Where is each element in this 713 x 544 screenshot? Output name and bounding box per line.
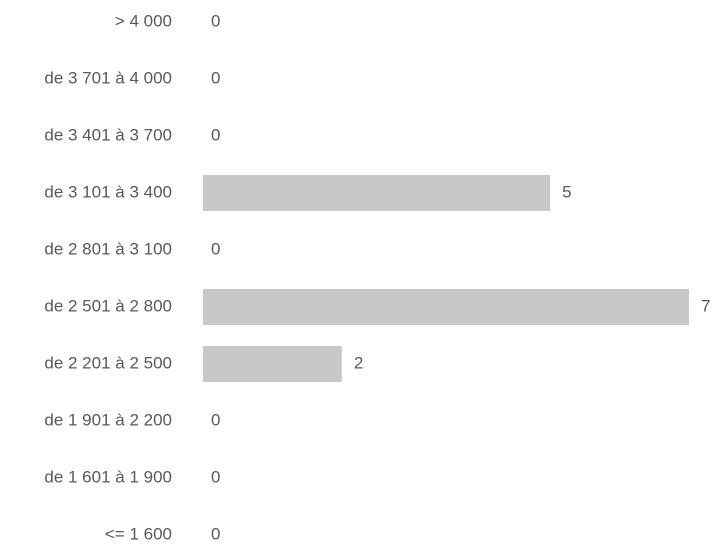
data-label: 0 xyxy=(211,410,220,429)
category-label: de 1 901 à 2 200 xyxy=(44,410,172,429)
category-label: de 2 501 à 2 800 xyxy=(44,296,172,315)
category-label: > 4 000 xyxy=(115,11,172,30)
category-label: de 1 601 à 1 900 xyxy=(44,467,172,486)
data-label: 2 xyxy=(354,353,363,372)
bar xyxy=(203,289,689,325)
data-label: 0 xyxy=(211,125,220,144)
category-label: <= 1 600 xyxy=(105,524,172,543)
category-label: de 2 201 à 2 500 xyxy=(44,353,172,372)
data-label: 5 xyxy=(562,182,571,201)
data-label: 0 xyxy=(211,68,220,87)
data-label: 0 xyxy=(211,11,220,30)
data-label: 0 xyxy=(211,239,220,258)
bar xyxy=(203,175,551,211)
category-label: de 3 701 à 4 000 xyxy=(44,68,172,87)
data-label: 7 xyxy=(701,296,710,315)
data-label: 0 xyxy=(211,524,220,543)
data-label: 0 xyxy=(211,467,220,486)
category-label: de 2 801 à 3 100 xyxy=(44,239,172,258)
category-label: de 3 101 à 3 400 xyxy=(44,182,172,201)
category-label: de 3 401 à 3 700 xyxy=(44,125,172,144)
bar xyxy=(203,346,342,382)
